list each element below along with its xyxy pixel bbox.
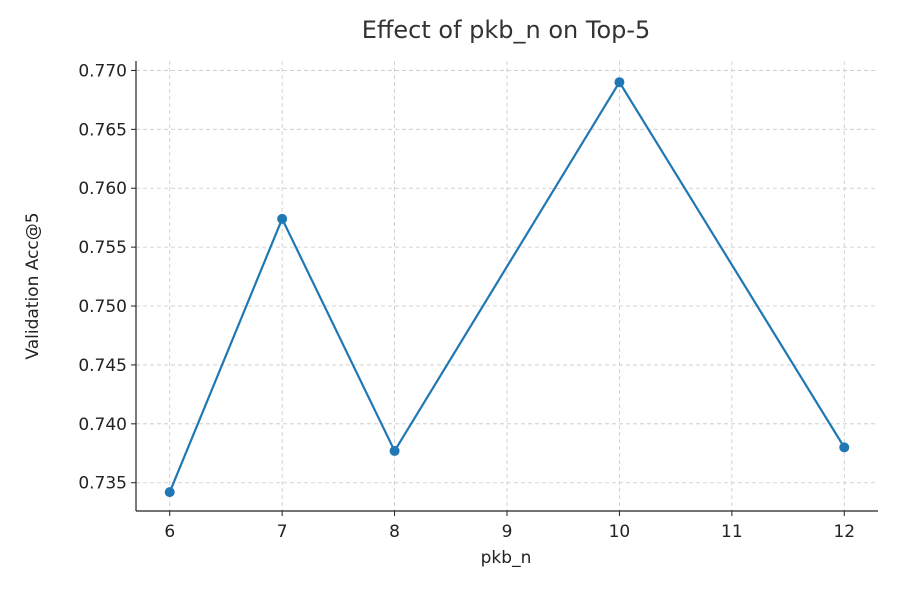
x-tick-label: 7 (277, 522, 288, 542)
y-tick-label: 0.755 (78, 238, 127, 258)
x-tick-label: 10 (609, 522, 631, 542)
data-point (164, 487, 175, 498)
x-tick-label: 11 (721, 522, 743, 542)
x-axis-label: pkb_n (480, 548, 532, 568)
y-tick-label: 0.770 (78, 61, 127, 81)
data-point (389, 445, 400, 456)
data-point (839, 442, 850, 453)
chart-title: Effect of pkb_n on Top-5 (361, 16, 651, 44)
y-tick-label: 0.745 (78, 356, 127, 376)
x-tick-label: 9 (502, 522, 513, 542)
y-tick-label: 0.735 (78, 474, 127, 494)
y-axis-label: Validation Acc@5 (23, 212, 43, 360)
data-point (614, 77, 625, 88)
y-tick-label: 0.750 (78, 297, 127, 317)
x-tick-label: 8 (389, 522, 400, 542)
y-tick-label: 0.740 (78, 415, 127, 435)
y-tick-label: 0.765 (78, 120, 127, 140)
y-tick-label: 0.760 (78, 179, 127, 199)
x-tick-label: 12 (833, 522, 855, 542)
x-tick-label: 6 (164, 522, 175, 542)
data-point (277, 213, 288, 224)
